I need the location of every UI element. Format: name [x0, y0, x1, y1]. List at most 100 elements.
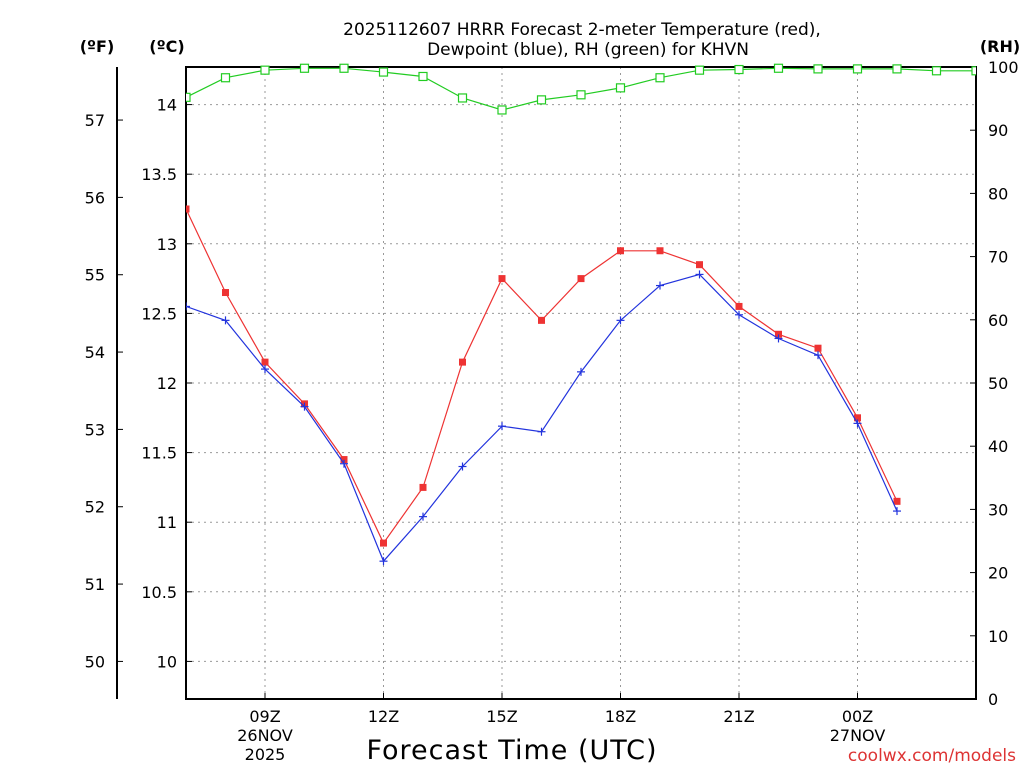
fahrenheit-tick-label: 53: [85, 420, 105, 439]
rh-tick-label: 90: [988, 121, 1008, 140]
x-tick-label: 12Z: [368, 707, 399, 726]
rh-tick-label: 100: [988, 58, 1019, 77]
temperature-point: [380, 539, 387, 547]
dewpoint-point: [419, 512, 427, 521]
x-tick-label: 18Z: [605, 707, 636, 726]
rh-tick-label: 40: [988, 437, 1008, 456]
dewpoint-point: [735, 310, 743, 319]
dewpoint-point: [893, 507, 901, 516]
chart-title-line2: Dewpoint (blue), RH (green) for KHVN: [427, 40, 749, 60]
rh-point: [220, 73, 231, 83]
temperature-point: [419, 483, 427, 491]
x-tick-year-label: 2025: [245, 745, 286, 764]
dewpoint-point: [814, 351, 822, 360]
rh-tick-label: 30: [988, 500, 1008, 519]
rh-point: [694, 65, 705, 75]
chart-title-line1: 2025112607 HRRR Forecast 2-meter Tempera…: [343, 20, 821, 40]
dewpoint-point: [695, 270, 704, 279]
rh-point: [773, 63, 784, 73]
rh-tick-label: 70: [988, 248, 1008, 267]
temperature-point: [854, 414, 861, 422]
celsius-tick-label: 13: [157, 235, 177, 254]
celsius-tick-label: 10: [157, 652, 177, 671]
x-tick-label: 09Z: [249, 707, 280, 726]
x-axis-title: Forecast Time (UTC): [366, 735, 657, 766]
x-tick-date-label: 26NOV: [237, 726, 293, 745]
temperature-point: [538, 316, 545, 324]
dewpoint-point: [261, 365, 269, 374]
unit-label-celsius: (ºC): [149, 37, 184, 56]
fahrenheit-tick-label: 55: [85, 266, 105, 285]
fahrenheit-tick-label: 52: [85, 498, 105, 517]
rh-tick-label: 60: [988, 311, 1008, 330]
temperature-point: [577, 275, 585, 283]
fahrenheit-tick-label: 51: [85, 575, 105, 594]
celsius-tick-label: 11.5: [141, 444, 177, 463]
fahrenheit-tick-label: 57: [85, 111, 105, 130]
rh-tick-label: 20: [988, 564, 1008, 583]
rh-point: [536, 95, 547, 105]
rh-point: [299, 63, 310, 73]
temperature-point: [814, 344, 822, 352]
series-group: [186, 63, 976, 566]
temperature-point: [617, 247, 624, 255]
celsius-tick-label: 14: [157, 96, 177, 115]
watermark: coolwx.com/models: [848, 746, 1016, 766]
dewpoint-point: [774, 334, 783, 343]
rh-point: [418, 71, 428, 82]
rh-point: [813, 64, 823, 74]
rh-point: [931, 66, 942, 76]
temperature-point: [261, 358, 269, 366]
fahrenheit-tick-label: 54: [85, 343, 105, 362]
unit-label-fahrenheit: (ºF): [80, 37, 115, 56]
rh-tick-label: 10: [988, 627, 1008, 646]
temperature-point: [893, 497, 901, 505]
temperature-point: [696, 261, 703, 269]
temperature-point: [656, 247, 664, 255]
rh-point: [734, 64, 744, 75]
temperature-point: [498, 275, 506, 283]
temperature-point: [459, 358, 466, 366]
x-tick-date-label: 27NOV: [830, 726, 886, 745]
rh-tick-label: 0: [988, 690, 998, 709]
dewpoint-point: [616, 316, 625, 325]
rh-point: [892, 64, 902, 74]
rh-tick-label: 50: [988, 374, 1008, 393]
dewpoint-point: [656, 281, 664, 290]
fahrenheit-tick-label: 56: [85, 188, 105, 207]
rh-point: [576, 90, 586, 100]
rh-point: [186, 92, 191, 102]
celsius-tick-label: 12.5: [141, 304, 177, 323]
temperature-point: [340, 456, 348, 464]
dewpoint-point: [498, 422, 506, 431]
celsius-tick-label: 12: [157, 374, 177, 393]
temperature-series-line: [186, 208, 898, 545]
rh-point: [497, 105, 507, 115]
dewpoint-point: [300, 402, 309, 411]
x-tick-label: 00Z: [842, 707, 873, 726]
dewpoint-point: [537, 427, 546, 436]
plot-frame: [185, 66, 977, 700]
dewpoint-point: [186, 302, 190, 311]
dewpoint-point: [853, 419, 862, 428]
celsius-tick-label: 11: [157, 513, 177, 532]
x-tick-label: 15Z: [486, 707, 517, 726]
series-layer: [186, 63, 976, 566]
celsius-tick-label: 13.5: [141, 165, 177, 184]
rh-point: [852, 64, 863, 74]
grid-lines: [186, 67, 976, 699]
rh-point: [457, 93, 468, 103]
fahrenheit-tick-label: 50: [85, 652, 105, 671]
rh-point: [971, 66, 976, 76]
rh-point: [260, 65, 270, 75]
dewpoint-point: [458, 462, 467, 471]
rh-point: [655, 73, 665, 83]
rh-tick-label: 80: [988, 184, 1008, 203]
rh-point: [339, 63, 349, 73]
dewpoint-point: [379, 557, 388, 566]
temperature-point: [186, 205, 190, 213]
axes: 10 10.5 11 11.5 12 12.5 13 13.5 14 50 51 52 53 54 55 56…: [85, 58, 1019, 764]
dewpoint-point: [340, 459, 348, 468]
rh-point: [615, 83, 626, 93]
